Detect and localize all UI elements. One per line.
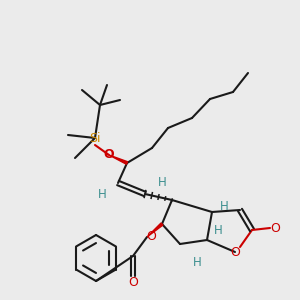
- Text: O: O: [146, 230, 156, 244]
- Text: O: O: [128, 277, 138, 290]
- Text: H: H: [220, 200, 228, 212]
- Text: O: O: [270, 221, 280, 235]
- Text: H: H: [193, 256, 201, 269]
- Text: H: H: [158, 176, 166, 190]
- Polygon shape: [147, 223, 163, 237]
- Text: O: O: [104, 148, 114, 161]
- Text: H: H: [98, 188, 106, 200]
- Text: Si: Si: [89, 131, 101, 145]
- Text: H: H: [214, 224, 222, 236]
- Text: O: O: [230, 245, 240, 259]
- Polygon shape: [109, 155, 128, 164]
